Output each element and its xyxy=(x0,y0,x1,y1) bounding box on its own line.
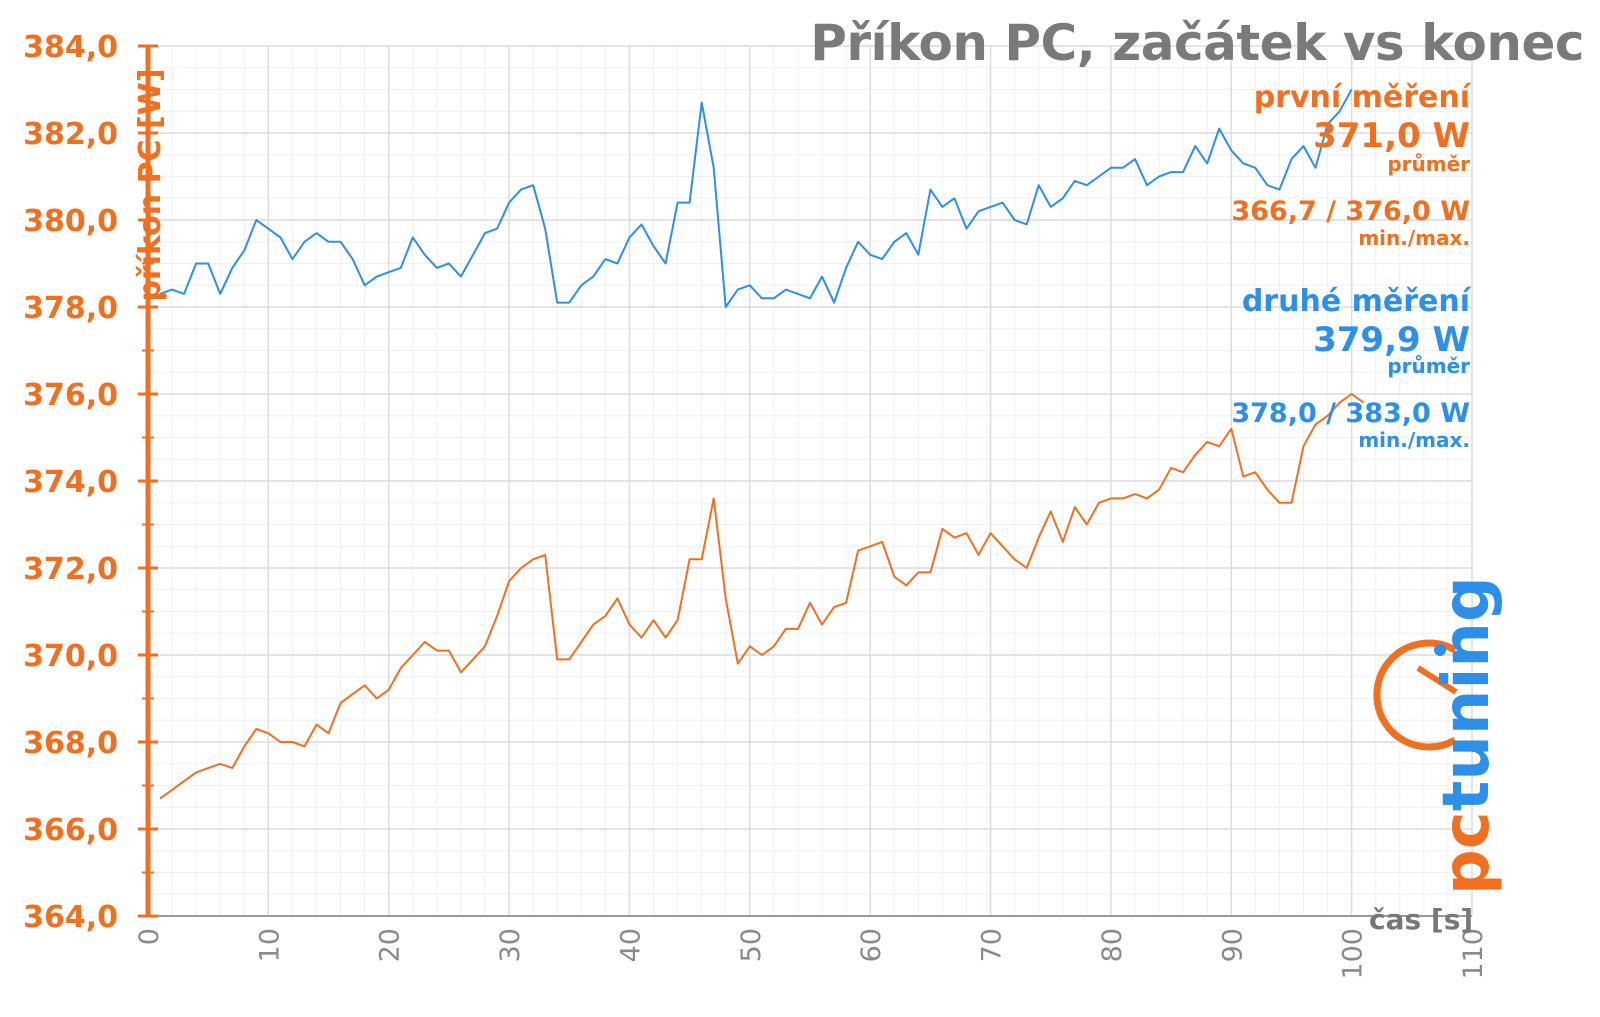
series1-minmax-label: min./max. xyxy=(1358,226,1470,250)
y-tick-label: 370,0 xyxy=(23,639,118,674)
x-tick-label: 10 xyxy=(254,928,285,962)
y-tick-label: 376,0 xyxy=(23,378,118,413)
series1-label: první měření xyxy=(1253,80,1470,115)
x-tick-label: 50 xyxy=(736,928,767,962)
x-tick-label: 30 xyxy=(495,928,526,962)
gauge-needle xyxy=(1416,665,1458,695)
y-axis-label: příkon PC [W] xyxy=(133,68,168,301)
x-tick-label: 20 xyxy=(375,928,406,962)
series1-average-label: průměr xyxy=(1387,152,1470,176)
series2-minmax: 378,0 / 383,0 W xyxy=(1231,398,1470,429)
series2-minmax-label: min./max. xyxy=(1358,428,1470,452)
y-tick-label: 368,0 xyxy=(23,726,118,761)
x-tick-label: 0 xyxy=(134,928,165,945)
gauge-dot xyxy=(1434,644,1446,656)
y-tick-label: 374,0 xyxy=(23,465,118,500)
series-layer xyxy=(159,89,1365,800)
series1-minmax: 366,7 / 376,0 W xyxy=(1231,196,1470,227)
x-tick-label: 110 xyxy=(1458,928,1489,980)
series2-average-label: průměr xyxy=(1387,354,1470,378)
y-tick-label: 380,0 xyxy=(23,204,118,239)
y-tick-label: 378,0 xyxy=(23,291,118,326)
gauge-arc xyxy=(1373,639,1457,751)
series2-average: 379,9 W xyxy=(1313,320,1470,360)
y-tick-label: 364,0 xyxy=(23,900,118,935)
x-axis-label: čas [s] xyxy=(1369,903,1474,936)
y-tick-label: 372,0 xyxy=(23,552,118,587)
x-tick-label: 60 xyxy=(856,928,887,962)
x-tick-label: 70 xyxy=(977,928,1008,962)
y-tick-label: 366,0 xyxy=(23,813,118,848)
y-tick-label: 382,0 xyxy=(23,117,118,152)
series-line-1 xyxy=(159,393,1365,800)
chart-title: Příkon PC, začátek vs konec xyxy=(810,14,1584,72)
pctuning-logo: pctuning xyxy=(1373,576,1504,895)
logo-text: pctuning xyxy=(1430,576,1504,895)
x-tick-label: 80 xyxy=(1097,928,1128,962)
series1-average: 371,0 W xyxy=(1313,116,1470,156)
series-line-2 xyxy=(159,89,1353,308)
axes-layer: 364,0 366,0 368,0 370,0 372,0 374,0 376,0 378,0… xyxy=(23,30,1489,980)
x-tick-label: 100 xyxy=(1338,928,1369,980)
x-tick-label: 40 xyxy=(615,928,646,962)
y-tick-label: 384,0 xyxy=(23,30,118,65)
series2-label: druhé měření xyxy=(1241,284,1470,319)
x-tick-label: 90 xyxy=(1217,928,1248,962)
